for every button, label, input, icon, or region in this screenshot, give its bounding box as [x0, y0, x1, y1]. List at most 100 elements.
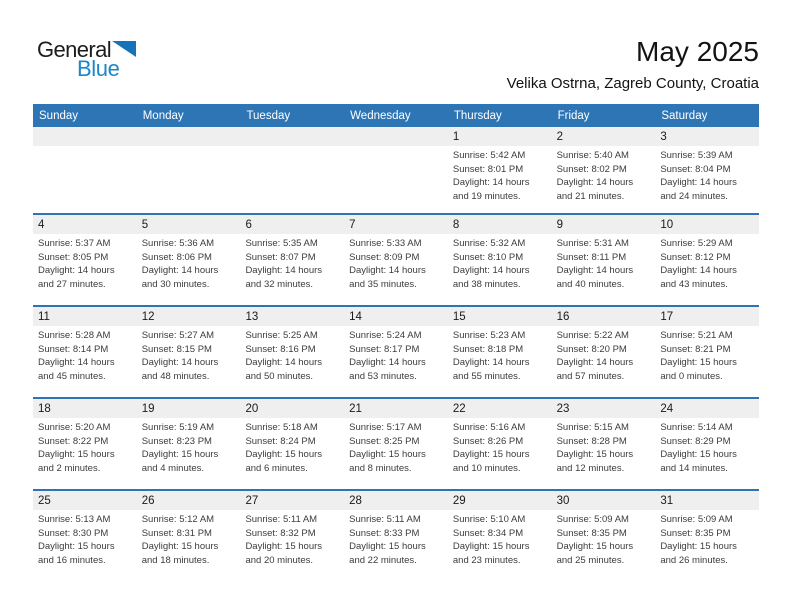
daylight-line-1: Daylight: 14 hours: [245, 264, 341, 278]
daylight-line-2-part: minutes.: [484, 554, 521, 566]
sunset-line: Sunset: 8:35 PM: [660, 527, 756, 541]
daylight-line-1: Daylight: 15 hours: [142, 448, 238, 462]
daylight-line-2-part: minutes.: [380, 554, 417, 566]
sunrise-line-part: 5:40 AM: [594, 150, 629, 161]
day-details: Sunrise: 5:19 AM Sunset: 8:23 PM Daylight:…: [137, 418, 241, 475]
day-details: Sunrise: 5:09 AM Sunset: 8:35 PM Daylight:…: [655, 510, 759, 567]
day-number: 7: [349, 218, 356, 231]
daylight-line-2: and 27 minutes.: [38, 278, 134, 292]
daylight-line-1-part: Daylight:: [660, 357, 698, 369]
daylight-line-1-part: hours: [298, 357, 323, 369]
daylight-line-1: Daylight: 14 hours: [349, 356, 445, 370]
sunrise-line: Sunrise: 5:18 AM: [245, 421, 341, 435]
sunset-line: Sunset: 8:34 PM: [453, 527, 549, 541]
day-number: 3: [660, 130, 667, 143]
daylight-line-2-part: 22: [367, 554, 379, 566]
daylight-line-2-part: 45: [56, 370, 68, 382]
sunrise-line: Sunrise: 5:12 AM: [142, 513, 238, 527]
daylight-line-1-part: 15: [181, 449, 192, 461]
sunset-line-part: Sunset:: [660, 251, 693, 263]
sunset-line-part: 8:25 PM: [384, 435, 420, 447]
day-number: 15: [452, 310, 466, 323]
daylight-line-1: Daylight: 14 hours: [660, 264, 756, 278]
day-details: Sunrise: 5:33 AM Sunset: 8:09 PM Daylight:…: [344, 234, 448, 291]
sunset-line: Sunset: 8:11 PM: [557, 251, 653, 265]
day-details: Sunrise: 5:32 AM Sunset: 8:10 PM Daylight:…: [448, 234, 552, 291]
daylight-line-1-part: hours: [713, 357, 737, 369]
daylight-line-1-part: Daylight:: [556, 449, 594, 461]
daylight-line-1-part: Daylight:: [349, 357, 387, 369]
sunset-line-part: Sunset:: [245, 251, 278, 263]
daylight-line-1-part: hours: [505, 177, 530, 189]
daylight-line-2-part: 12: [575, 462, 586, 474]
day-details: Sunrise: 5:13 AM Sunset: 8:30 PM Daylight:…: [33, 510, 137, 567]
daylight-line-1-part: 15: [77, 449, 89, 461]
sunrise-line-part: 5:19 AM: [179, 422, 215, 433]
day-number: 12: [141, 310, 155, 323]
sunrise-line-part: Sunrise:: [38, 238, 73, 249]
day-number-band: 2: [551, 127, 656, 146]
sunset-line: Sunset: 8:22 PM: [38, 435, 134, 449]
sunrise-line: Sunrise: 5:14 AM: [660, 421, 756, 435]
sunset-line-part: Sunset:: [452, 163, 486, 175]
sunrise-line-part: Sunrise:: [452, 150, 488, 161]
daylight-line-1-part: 15: [699, 357, 711, 369]
daylight-line-2-part: and: [452, 554, 469, 566]
sunset-line: Sunset: 8:24 PM: [245, 435, 341, 449]
day-number: 19: [141, 402, 155, 415]
sunrise-line-part: 5:28 AM: [75, 330, 111, 341]
day-number: 1: [452, 130, 460, 143]
daylight-line-2-part: 0: [678, 370, 685, 382]
sunset-line: Sunset: 8:01 PM: [453, 163, 549, 177]
day-number-band: 21: [344, 399, 448, 418]
day-number-band: 10: [655, 215, 760, 234]
day-details: Sunrise: 5:17 AM Sunset: 8:25 PM Daylight:…: [344, 418, 448, 475]
day-cell-empty: [344, 127, 448, 213]
day-number-band: 8: [447, 215, 552, 234]
sunset-line-part: 8:04 PM: [695, 163, 731, 175]
day-cell-11: 11 Sunrise: 5:28 AM Sunset: 8:14 PM Dayligh…: [33, 307, 137, 397]
sunset-line-part: 8:24 PM: [280, 435, 316, 447]
daylight-line-1: Daylight: 14 hours: [557, 264, 653, 278]
daylight-line-1-part: Daylight:: [660, 449, 698, 461]
sunrise-line-part: 5:10 AM: [490, 514, 526, 525]
sunset-line-part: 8:15 PM: [176, 343, 212, 355]
daylight-line-2-part: 53: [367, 370, 379, 382]
sunrise-line: Sunrise: 5:29 AM: [660, 237, 756, 251]
day-number-band: 11: [33, 307, 137, 326]
day-details: Sunrise: 5:16 AM Sunset: 8:26 PM Daylight:…: [448, 418, 552, 475]
daylight-line-2: and 22 minutes.: [349, 554, 445, 568]
weekday-header-thursday: Thursday: [453, 109, 502, 122]
daylight-line-2-part: 50: [263, 370, 275, 382]
sunrise-line-part: 5:16 AM: [490, 422, 526, 433]
daylight-line-1-part: hours: [713, 177, 737, 189]
daylight-line-1-part: Daylight:: [660, 265, 698, 277]
day-cell-23: 23 Sunrise: 5:15 AM Sunset: 8:28 PM Dayligh…: [551, 399, 656, 489]
sunrise-line: Sunrise: 5:21 AM: [660, 329, 756, 343]
daylight-line-2-part: minutes.: [380, 278, 417, 290]
weekday-header-friday: Friday: [557, 109, 590, 122]
sunset-line-part: 8:01 PM: [487, 163, 524, 175]
sunrise-line-part: 5:12 AM: [179, 514, 215, 525]
day-number-band: 18: [33, 399, 137, 418]
daylight-line-1-part: 14: [596, 357, 607, 369]
day-cell-17: 17 Sunrise: 5:21 AM Sunset: 8:21 PM Dayligh…: [655, 307, 760, 397]
daylight-line-1-part: Daylight:: [660, 541, 698, 553]
daylight-line-2-part: 8: [367, 462, 373, 474]
daylight-line-1-part: 15: [388, 449, 400, 461]
day-cell-5: 5 Sunrise: 5:36 AM Sunset: 8:06 PM Daylight…: [136, 215, 241, 305]
day-cell-3: 3 Sunrise: 5:39 AM Sunset: 8:04 PM Daylight…: [655, 127, 760, 213]
daylight-line-2-part: 14: [678, 462, 690, 474]
daylight-line-1-part: hours: [194, 357, 219, 369]
sunrise-line-part: Sunrise:: [38, 422, 73, 433]
daylight-line-2: and 25 minutes.: [557, 554, 653, 568]
daylight-line-2-part: and: [141, 462, 158, 474]
daylight-line-2-part: minutes.: [277, 370, 314, 382]
daylight-line-2-part: minutes.: [686, 370, 723, 382]
daylight-line-1-part: 15: [285, 541, 296, 553]
sunrise-line: Sunrise: 5:37 AM: [38, 237, 134, 251]
daylight-line-1: Daylight: 14 hours: [453, 264, 549, 278]
sunrise-line-part: Sunrise:: [556, 150, 592, 161]
sunrise-line: Sunrise: 5:40 AM: [557, 149, 653, 163]
